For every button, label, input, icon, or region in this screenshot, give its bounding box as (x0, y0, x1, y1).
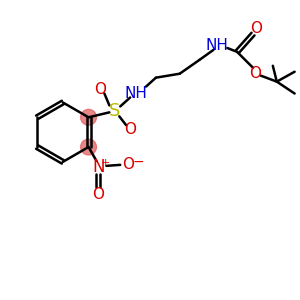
Text: S: S (109, 102, 120, 120)
Text: −: − (132, 155, 144, 169)
Text: O: O (92, 187, 104, 202)
Circle shape (81, 139, 97, 155)
Text: O: O (124, 122, 136, 137)
Text: O: O (250, 21, 262, 36)
Text: NH: NH (125, 86, 148, 101)
Circle shape (81, 110, 97, 125)
Text: NH: NH (206, 38, 229, 53)
Text: O: O (122, 158, 134, 172)
Text: O: O (249, 66, 261, 81)
Text: +: + (101, 158, 110, 168)
Text: N: N (92, 158, 105, 176)
Text: O: O (94, 82, 106, 97)
